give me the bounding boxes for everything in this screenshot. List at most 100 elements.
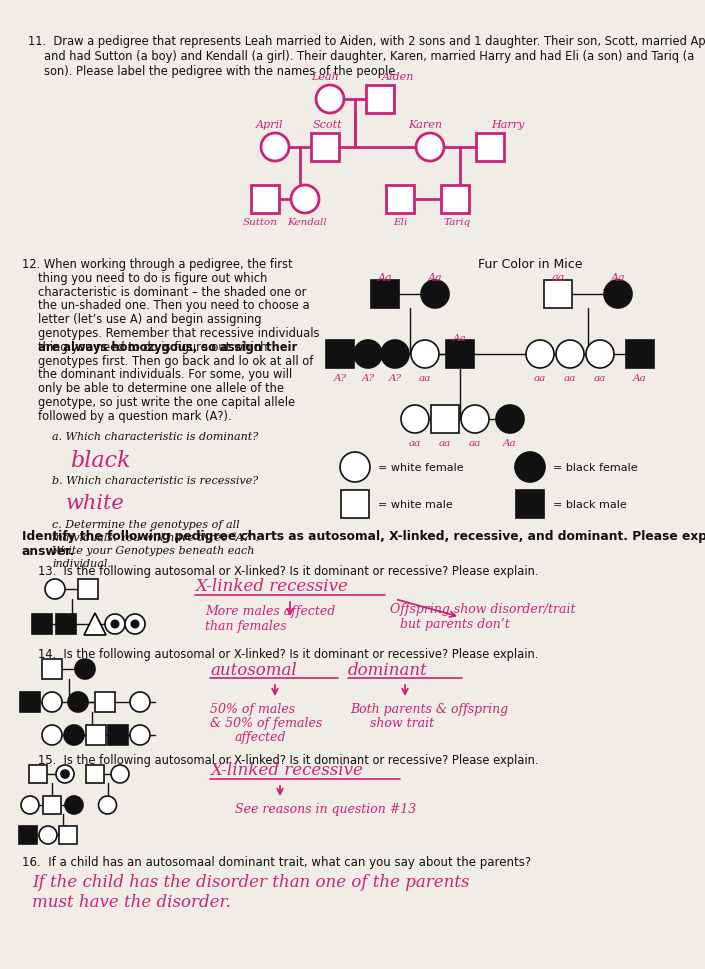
Bar bbox=[42, 659, 62, 679]
Text: thing you need to do is figure out which: thing you need to do is figure out which bbox=[38, 340, 267, 354]
Text: characteristic is dominant – the shaded one or: characteristic is dominant – the shaded … bbox=[38, 285, 307, 298]
Circle shape bbox=[461, 406, 489, 433]
Circle shape bbox=[515, 453, 545, 483]
Text: April: April bbox=[256, 120, 283, 130]
Text: = black female: = black female bbox=[553, 462, 637, 473]
Bar bbox=[544, 281, 572, 309]
Bar bbox=[19, 827, 37, 844]
Text: aa: aa bbox=[439, 439, 451, 448]
Text: thing you need to do is figure out which: thing you need to do is figure out which bbox=[38, 271, 267, 285]
Bar bbox=[366, 86, 394, 114]
Text: followed by a question mark (A?).: followed by a question mark (A?). bbox=[38, 409, 232, 422]
Text: aa: aa bbox=[409, 439, 421, 448]
Bar bbox=[251, 186, 279, 214]
Text: only be able to determine one allele of the: only be able to determine one allele of … bbox=[38, 382, 284, 394]
Text: son). Please label the pedigree with the names of the people.: son). Please label the pedigree with the… bbox=[44, 65, 399, 78]
Bar bbox=[59, 827, 77, 844]
Bar bbox=[32, 614, 52, 635]
Text: dominant: dominant bbox=[348, 661, 428, 678]
Bar bbox=[20, 692, 40, 712]
Text: a. Which characteristic is dominant?: a. Which characteristic is dominant? bbox=[52, 431, 258, 441]
Text: Leah: Leah bbox=[311, 72, 339, 82]
Text: Sutton: Sutton bbox=[243, 218, 278, 227]
Text: A?: A? bbox=[333, 374, 347, 383]
Text: = white male: = white male bbox=[378, 499, 453, 510]
Circle shape bbox=[354, 341, 382, 368]
Text: Identify the following pedigree charts as autosomal, X-linked, recessive, and do: Identify the following pedigree charts a… bbox=[22, 529, 705, 543]
Circle shape bbox=[45, 579, 65, 600]
Text: black: black bbox=[70, 450, 130, 471]
Circle shape bbox=[411, 341, 439, 368]
Text: aa: aa bbox=[469, 439, 481, 448]
Text: genotypes first. Then go back and lo ok at all of: genotypes first. Then go back and lo ok … bbox=[38, 355, 314, 367]
Bar bbox=[326, 341, 354, 368]
Circle shape bbox=[65, 797, 83, 814]
Circle shape bbox=[340, 453, 370, 483]
Text: X-linked recessive: X-linked recessive bbox=[210, 762, 363, 778]
Text: must have the disorder.: must have the disorder. bbox=[32, 893, 231, 910]
Bar bbox=[516, 490, 544, 518]
Text: aa: aa bbox=[551, 272, 565, 283]
Circle shape bbox=[604, 281, 632, 309]
Text: Aa: Aa bbox=[633, 374, 646, 383]
Text: See reasons in question #13: See reasons in question #13 bbox=[235, 802, 416, 815]
Text: aa: aa bbox=[594, 374, 606, 383]
Text: Both parents & offspring: Both parents & offspring bbox=[350, 703, 508, 715]
Circle shape bbox=[416, 134, 444, 162]
Bar bbox=[43, 797, 61, 814]
Bar bbox=[371, 281, 399, 309]
Text: 16.  If a child has an autosomaal dominant trait, what can you say about the par: 16. If a child has an autosomaal dominan… bbox=[22, 855, 531, 868]
Bar bbox=[431, 406, 459, 433]
Text: than females: than females bbox=[205, 619, 287, 633]
Circle shape bbox=[586, 341, 614, 368]
Text: 12. When working through a pedigree, the first: 12. When working through a pedigree, the… bbox=[22, 258, 293, 270]
Text: Kendall: Kendall bbox=[287, 218, 327, 227]
Circle shape bbox=[56, 766, 74, 783]
Circle shape bbox=[556, 341, 584, 368]
Circle shape bbox=[99, 797, 116, 814]
Text: Aa: Aa bbox=[378, 272, 392, 283]
Text: Eli: Eli bbox=[393, 218, 407, 227]
Bar bbox=[86, 725, 106, 745]
Bar bbox=[108, 725, 128, 745]
Bar bbox=[78, 579, 98, 600]
Text: but parents don’t: but parents don’t bbox=[400, 617, 510, 631]
Text: X-linked recessive: X-linked recessive bbox=[195, 578, 348, 594]
Circle shape bbox=[526, 341, 554, 368]
Bar bbox=[341, 490, 369, 518]
Circle shape bbox=[130, 725, 150, 745]
Text: Scott: Scott bbox=[312, 120, 342, 130]
Circle shape bbox=[316, 86, 344, 114]
Text: individual.: individual. bbox=[52, 558, 111, 568]
Bar bbox=[476, 134, 504, 162]
Bar bbox=[446, 341, 474, 368]
Circle shape bbox=[42, 692, 62, 712]
Text: 11.  Draw a pedigree that represents Leah married to Aiden, with 2 sons and 1 da: 11. Draw a pedigree that represents Leah… bbox=[28, 35, 705, 47]
Text: the dominant individuals. For some, you will: the dominant individuals. For some, you … bbox=[38, 368, 292, 381]
Text: Harry: Harry bbox=[491, 120, 525, 130]
Circle shape bbox=[421, 281, 449, 309]
Text: are always homozygous, so assign their: are always homozygous, so assign their bbox=[38, 340, 298, 354]
Circle shape bbox=[39, 827, 57, 844]
Text: aa: aa bbox=[534, 374, 546, 383]
Text: aa: aa bbox=[419, 374, 431, 383]
Bar bbox=[29, 766, 47, 783]
Text: Aa: Aa bbox=[453, 333, 467, 343]
Bar bbox=[95, 692, 115, 712]
Polygon shape bbox=[84, 613, 106, 636]
Text: 15.  Is the following autosomal or X-linked? Is it dominant or recessive? Please: 15. Is the following autosomal or X-link… bbox=[38, 753, 539, 766]
Circle shape bbox=[105, 614, 125, 635]
Text: A?: A? bbox=[388, 374, 402, 383]
Text: & 50% of females: & 50% of females bbox=[210, 716, 322, 730]
Circle shape bbox=[291, 186, 319, 214]
Text: 13.  Is the following autosomal or X-linked? Is it dominant or recessive? Please: 13. Is the following autosomal or X-link… bbox=[38, 564, 539, 578]
Text: A?: A? bbox=[362, 374, 374, 383]
Text: If the child has the disorder than one of the parents: If the child has the disorder than one o… bbox=[32, 873, 470, 891]
Circle shape bbox=[68, 692, 88, 712]
Circle shape bbox=[61, 770, 69, 778]
Text: 14.  Is the following autosomal or X-linked? Is it dominant or recessive? Please: 14. Is the following autosomal or X-link… bbox=[38, 647, 539, 660]
Text: Karen: Karen bbox=[408, 120, 442, 130]
Circle shape bbox=[125, 614, 145, 635]
Circle shape bbox=[496, 406, 524, 433]
Circle shape bbox=[75, 659, 95, 679]
